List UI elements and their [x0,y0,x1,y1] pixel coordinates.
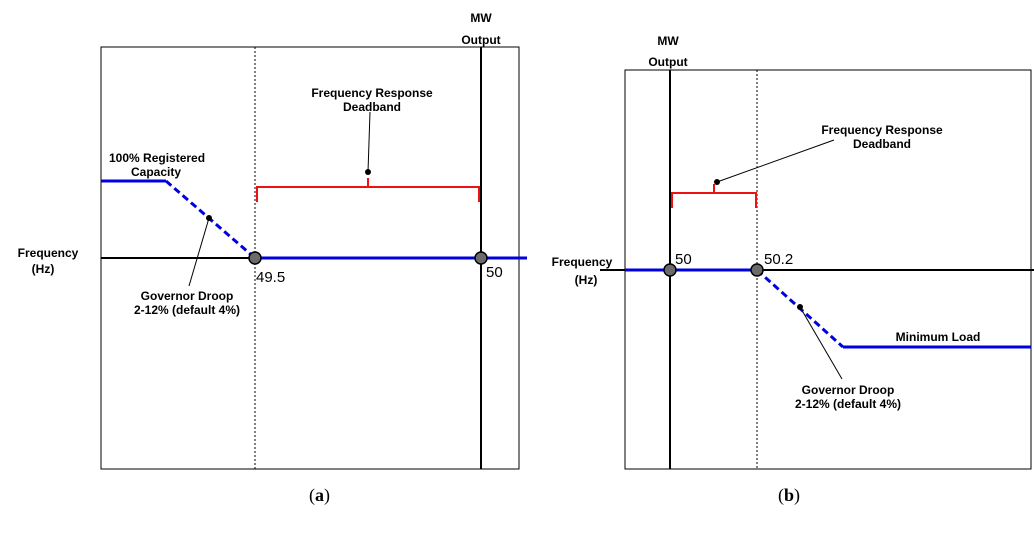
panel-b: MW Output Frequency Response Deadband Fr… [552,34,1034,506]
panel-b-deadband-label-line2: Deadband [853,137,911,151]
panel-a-deadband-brace [256,178,480,202]
panel-a-point-right-value: 50 [486,264,503,281]
panel-b-mw-label-line1: MW [657,34,679,48]
panel-b-deadband-label-line1: Frequency Response [821,123,943,137]
panel-b-droop-leader [799,306,843,380]
panel-b-marker-right [750,263,764,277]
panel-a-marker-right [474,251,488,265]
panel-a-droop-label-line1: Governor Droop [141,289,234,303]
panel-a-deadband-label-line1: Frequency Response [311,86,433,100]
panel-a-point-left-value: 49.5 [256,269,285,286]
panel-b-caption: (b) [778,485,800,506]
panel-b-frequency-label-line1: Frequency [552,255,613,269]
panel-a-capacity-label-line1: 100% Registered [109,151,205,165]
panel-b-deadband-dot [714,179,720,185]
panel-a-deadband-leader [367,111,371,173]
panel-a-capacity-label-line2: Capacity [131,165,181,179]
panel-b-droop-label-line1: Governor Droop [802,383,895,397]
panel-a-deadband-label-line2: Deadband [343,100,401,114]
panel-a: MW Output Frequency Response Deadband 10… [18,11,527,506]
panel-b-deadband-brace [671,184,757,208]
panel-a-droop-leader [188,217,210,287]
panel-b-droop-label-line2: 2-12% (default 4%) [795,397,901,411]
panel-a-droop-dot [206,215,212,221]
panel-a-frequency-label-line2: (Hz) [32,262,55,276]
panel-a-deadband-dot [365,169,371,175]
panel-a-marker-left [248,251,262,265]
panel-b-point-right-value: 50.2 [764,251,793,268]
panel-b-marker-left [663,263,677,277]
panel-b-droop-dot [797,304,803,310]
panel-a-mw-label-line2: Output [461,33,500,47]
panel-a-mw-label-line1: MW [470,11,492,25]
panel-a-frequency-label-line1: Frequency [18,246,79,260]
panel-b-deadband-leader [716,139,835,183]
panel-b-minload-label: Minimum Load [896,330,981,344]
panel-a-caption: (a) [309,485,330,506]
panel-b-frequency-label-line2: (Hz) [575,273,598,287]
panel-b-point-left-value: 50 [675,251,692,268]
panel-a-droop-label-line2: 2-12% (default 4%) [134,303,240,317]
panel-b-mw-label-line2: Output [648,55,687,69]
